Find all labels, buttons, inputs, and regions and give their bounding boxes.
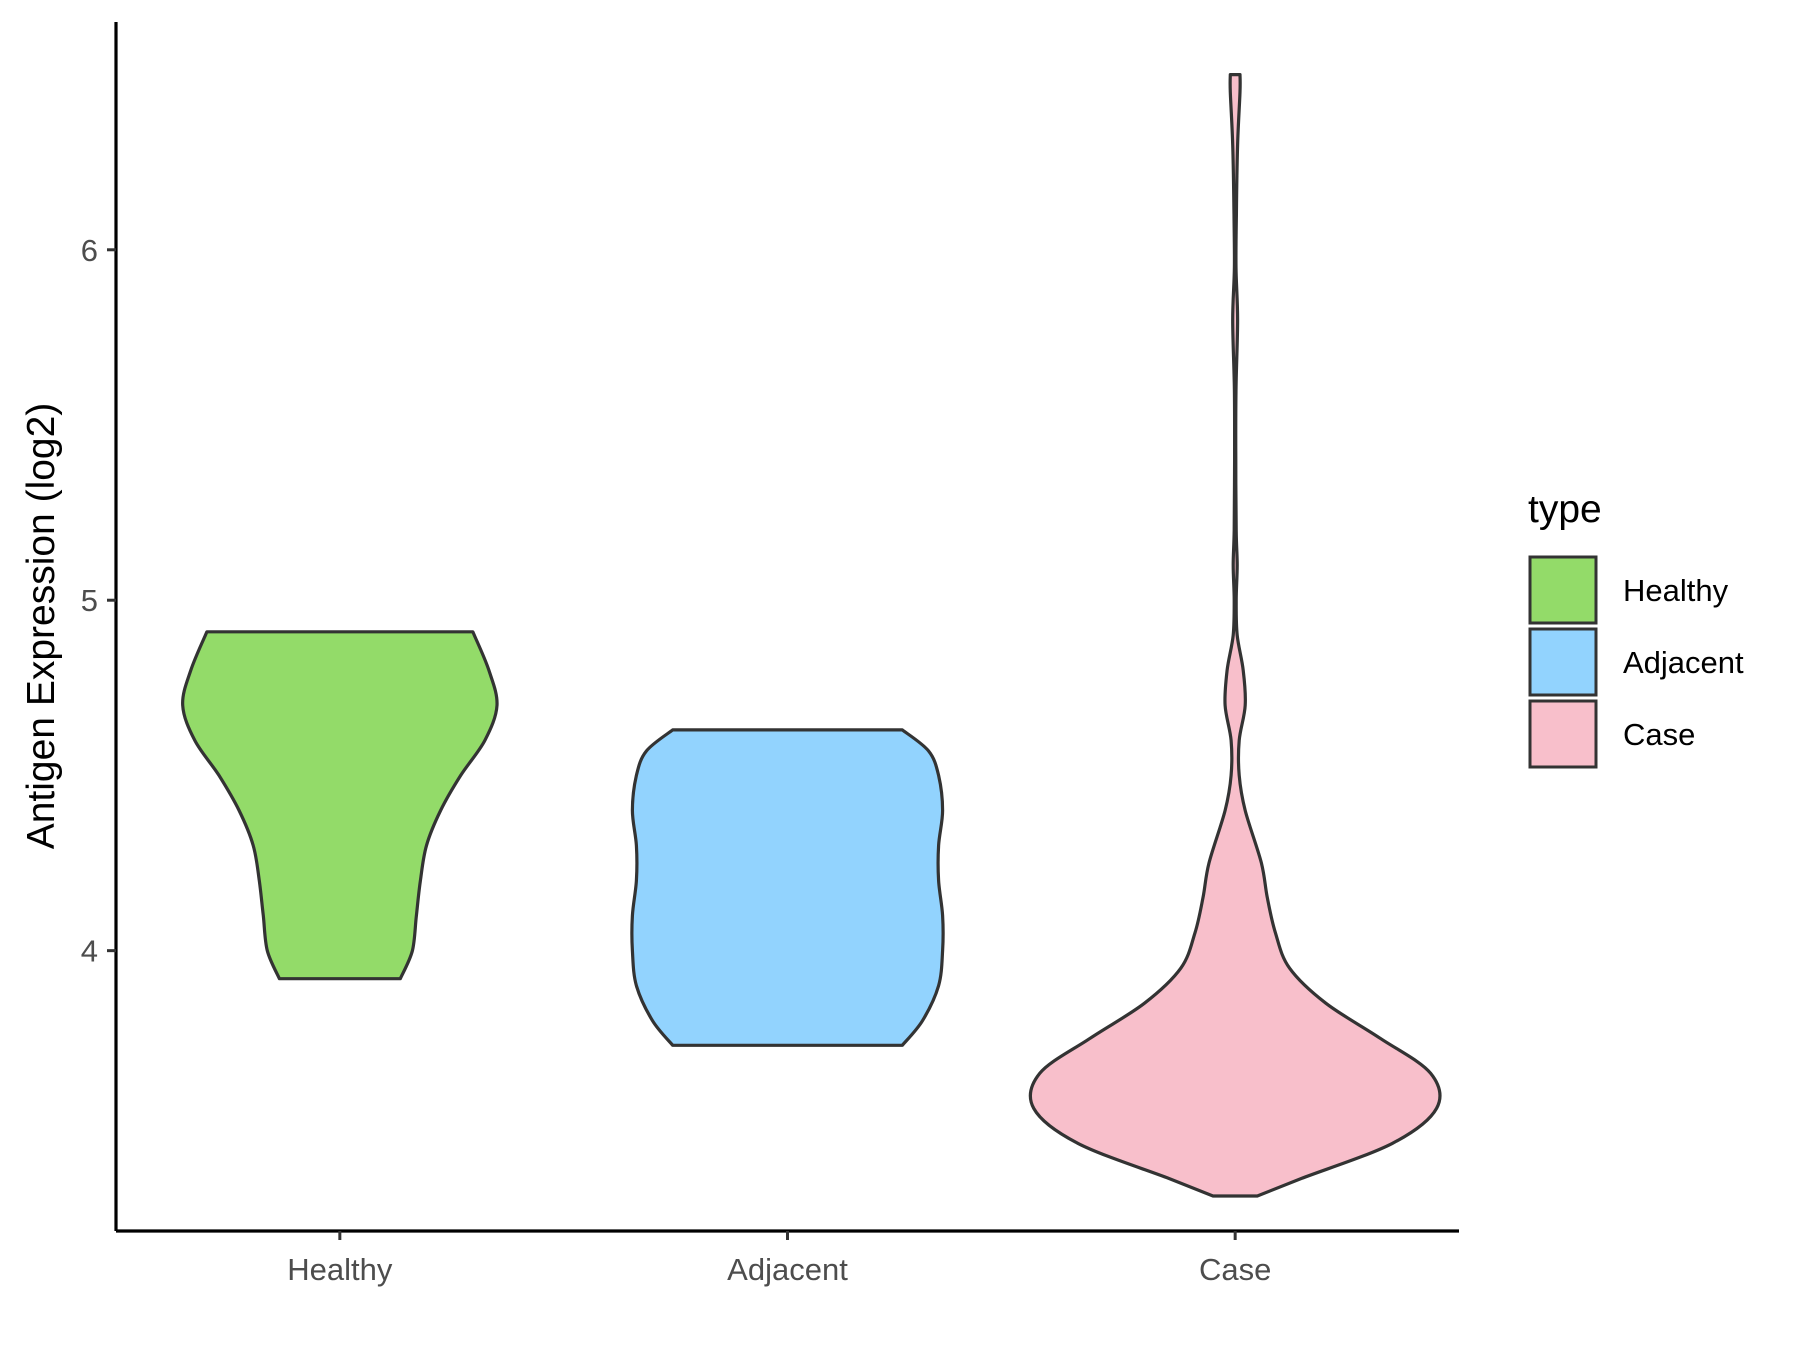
violin-healthy [181,630,499,981]
violin-adjacent [630,728,945,1047]
y-tick-label: 6 [81,233,98,268]
x-tick-label: Adjacent [727,1252,848,1287]
violins-layer [181,73,1442,1198]
x-tick-label: Healthy [287,1252,393,1287]
legend-label-adjacent: Adjacent [1623,645,1744,680]
legend-label-case: Case [1623,717,1695,752]
legend-label-healthy: Healthy [1623,573,1729,608]
legend-key-healthy [1528,555,1598,625]
x-tick-label: Case [1199,1252,1271,1287]
legend-key-case [1528,699,1598,769]
y-ticks: 4 5 6 [81,233,116,969]
violin-case [1028,73,1442,1198]
y-tick-label: 4 [81,934,98,969]
legend: type Healthy Adjacent Case [1528,488,1744,769]
legend-items: Healthy Adjacent Case [1528,555,1744,769]
legend-key-adjacent [1528,627,1598,697]
legend-title: type [1528,488,1602,531]
y-axis-title: Antigen Expression (log2) [20,403,63,850]
x-ticks: Healthy Adjacent Case [287,1231,1271,1287]
y-tick-label: 5 [81,583,98,618]
